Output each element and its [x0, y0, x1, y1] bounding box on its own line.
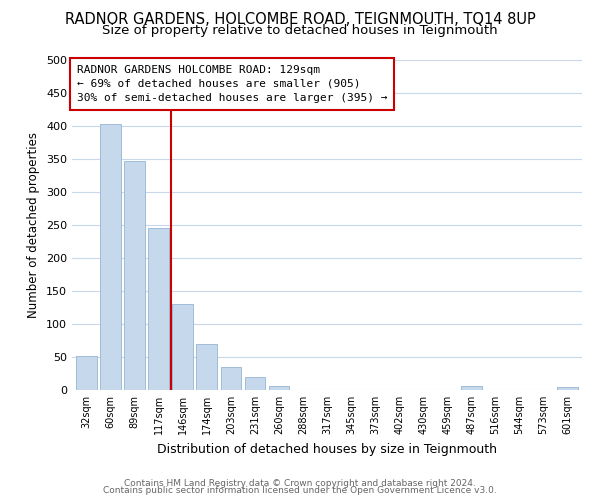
- Bar: [100, 124, 121, 390]
- Bar: [461, 386, 482, 390]
- Bar: [245, 377, 265, 390]
- Bar: [172, 304, 193, 390]
- Bar: [124, 161, 145, 390]
- Text: RADNOR GARDENS HOLCOMBE ROAD: 129sqm
← 69% of detached houses are smaller (905)
: RADNOR GARDENS HOLCOMBE ROAD: 129sqm ← 6…: [77, 65, 388, 103]
- Bar: [557, 386, 578, 390]
- Bar: [76, 356, 97, 390]
- Text: Size of property relative to detached houses in Teignmouth: Size of property relative to detached ho…: [102, 24, 498, 37]
- Text: Contains public sector information licensed under the Open Government Licence v3: Contains public sector information licen…: [103, 486, 497, 495]
- Bar: [269, 386, 289, 390]
- Y-axis label: Number of detached properties: Number of detached properties: [28, 132, 40, 318]
- Bar: [221, 367, 241, 390]
- Text: RADNOR GARDENS, HOLCOMBE ROAD, TEIGNMOUTH, TQ14 8UP: RADNOR GARDENS, HOLCOMBE ROAD, TEIGNMOUT…: [65, 12, 535, 28]
- X-axis label: Distribution of detached houses by size in Teignmouth: Distribution of detached houses by size …: [157, 442, 497, 456]
- Bar: [148, 228, 169, 390]
- Bar: [196, 344, 217, 390]
- Text: Contains HM Land Registry data © Crown copyright and database right 2024.: Contains HM Land Registry data © Crown c…: [124, 478, 476, 488]
